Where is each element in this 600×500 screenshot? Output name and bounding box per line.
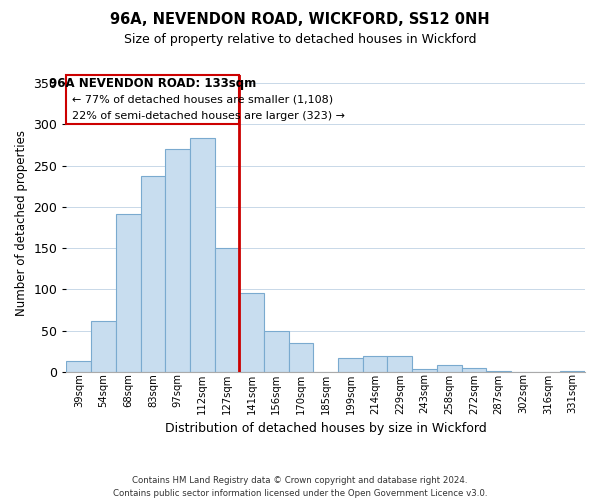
Text: Contains HM Land Registry data © Crown copyright and database right 2024.
Contai: Contains HM Land Registry data © Crown c… [113, 476, 487, 498]
Bar [67, 361, 91, 372]
Bar [91, 321, 116, 372]
Bar [412, 368, 437, 372]
Bar [165, 149, 190, 372]
Bar [289, 343, 313, 372]
Bar [437, 366, 461, 372]
Bar [264, 332, 289, 372]
Bar [116, 214, 140, 372]
Text: 96A NEVENDON ROAD: 133sqm: 96A NEVENDON ROAD: 133sqm [49, 78, 257, 90]
X-axis label: Distribution of detached houses by size in Wickford: Distribution of detached houses by size … [165, 422, 487, 435]
Y-axis label: Number of detached properties: Number of detached properties [15, 130, 28, 316]
Bar [190, 138, 215, 372]
Text: Size of property relative to detached houses in Wickford: Size of property relative to detached ho… [124, 32, 476, 46]
Bar [140, 176, 165, 372]
Bar [486, 371, 511, 372]
Bar [560, 371, 585, 372]
Bar [338, 358, 363, 372]
Text: ← 77% of detached houses are smaller (1,108): ← 77% of detached houses are smaller (1,… [73, 94, 334, 104]
Text: 22% of semi-detached houses are larger (323) →: 22% of semi-detached houses are larger (… [73, 110, 346, 120]
Text: 96A, NEVENDON ROAD, WICKFORD, SS12 0NH: 96A, NEVENDON ROAD, WICKFORD, SS12 0NH [110, 12, 490, 28]
Bar [239, 292, 264, 372]
Bar [388, 356, 412, 372]
Bar [363, 356, 388, 372]
Bar [461, 368, 486, 372]
Bar [215, 248, 239, 372]
